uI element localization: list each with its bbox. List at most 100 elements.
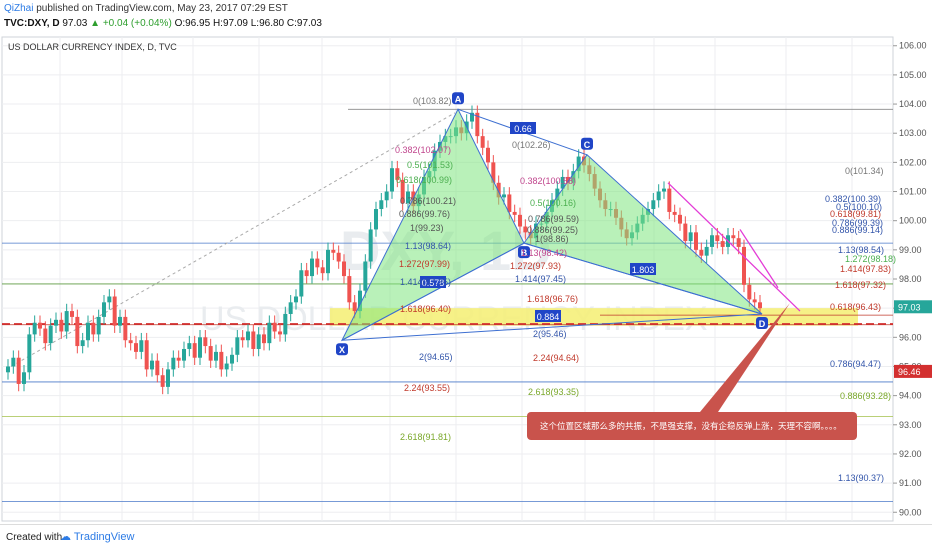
candle-body [11,357,16,367]
pattern-point-box [518,246,530,259]
candle-body [576,156,581,172]
y-tick-label: 98.00 [899,274,922,284]
low-value: L:96.80 [250,18,285,29]
y-tick-label: 93.00 [899,420,922,430]
candle-body [288,302,293,314]
candle-body [555,188,560,201]
candle-body [203,337,208,347]
candle-body [758,302,762,309]
candle-body [48,325,53,344]
y-tick-label: 106.00 [899,41,927,51]
fib-label: 0.5(100.16) [530,198,576,208]
publish-header: QiZhai published on TradingView.com, May… [0,0,932,36]
candle-body [283,313,288,335]
candle-body [326,249,330,274]
y-tick-label: 94.00 [899,391,922,401]
fib-label: 1.414(97.35) [400,277,451,287]
fib-label: 1.13(98.54) [838,245,884,255]
y-tick-label: 103.00 [899,128,927,138]
y-tick-label: 100.00 [899,216,927,226]
channel-line [739,229,779,289]
fib-label: 2.24(93.55) [404,383,450,393]
candle-body [491,162,496,183]
fib-label: 0.618(100.99) [396,175,452,185]
fib-label: 1(99.23) [410,223,444,233]
candle-body [272,322,277,332]
tradingview-logo[interactable]: ☁ TradingView [60,531,135,543]
fib-label: 0.886(93.28) [840,391,891,401]
fib-label: 2(95.46) [533,329,567,339]
candle-body [363,261,368,291]
candle-body [662,188,666,192]
ratio-box [630,263,656,275]
last-price: 97.03 [62,18,88,29]
last-price-label: 97.03 [898,302,921,312]
ratio-label: 0.578 [422,278,445,288]
y-tick-label: 104.00 [899,99,927,109]
y-tick-label: 90.00 [899,507,922,517]
candle-body [64,311,69,332]
fib-label: 0(102.26) [512,140,551,150]
ratio-label: 0.884 [537,312,560,322]
candle-body [16,357,21,384]
candle-body [368,229,373,262]
candle-body [683,223,688,242]
fib-label: 1.13(98.64) [405,241,451,251]
pattern-leg [341,313,763,341]
y-tick-label: 91.00 [899,478,922,488]
fib-label: 2.618(93.35) [528,387,579,397]
annotation-box [527,412,857,440]
candle-body [240,337,245,341]
candle-body [486,147,490,163]
candle-body [118,316,122,326]
pattern-point-x: X [339,345,345,355]
candle-body [523,226,528,233]
candle-body [507,194,512,212]
candle-body [400,179,405,204]
candle-body [678,214,682,224]
candle-body [54,319,58,326]
candle-body [160,375,165,387]
candle-body [112,296,117,326]
fib-label: 0.618(96.43) [830,302,881,312]
fib-label: 1.618(96.40) [400,304,451,314]
ratio-label: 0.66 [514,124,532,134]
close-value: C:97.03 [286,18,322,29]
candle-body [699,249,704,256]
ratio-label: 1.803 [632,265,655,275]
candle-body [224,363,229,370]
fib-label: 0.786(94.47) [830,359,881,369]
high-value: H:97.09 [212,18,248,29]
candle-body [278,331,282,335]
author-link[interactable]: QiZhai [4,3,34,14]
fib-label: 1.13(98.42) [521,248,567,258]
pattern-point-c: C [584,140,591,150]
fib-label: 1.414(97.45) [515,274,566,284]
tradingview-brand: TradingView [73,531,135,543]
fib-label: 0.886(99.76) [399,209,450,219]
fib-label: 2.24(94.64) [533,353,579,363]
candle-body [6,366,10,373]
candle-body [214,351,218,361]
fib-label: 1.618(97.32) [835,280,886,290]
candle-body [91,322,96,335]
trend-line [5,112,456,370]
fib-label: 2.618(91.81) [400,432,451,442]
pattern-leg [523,242,763,315]
candle-body [347,276,352,303]
pattern-point-b: B [521,248,528,258]
candle-body [230,354,234,364]
candle-body [70,311,74,317]
level-price-label: 96.46 [898,367,921,377]
level-price-badge [894,364,932,378]
pattern-point-box [336,343,348,356]
ratio-box [420,276,446,288]
fib-label: 1.272(98.18) [845,254,896,264]
candle-body [192,343,197,358]
candle-body [320,267,325,274]
y-tick-label: 96.00 [899,332,922,342]
published-text: published on TradingView.com, May 23, 20… [36,3,288,14]
candle-body [667,188,672,212]
candle-body [512,211,517,215]
